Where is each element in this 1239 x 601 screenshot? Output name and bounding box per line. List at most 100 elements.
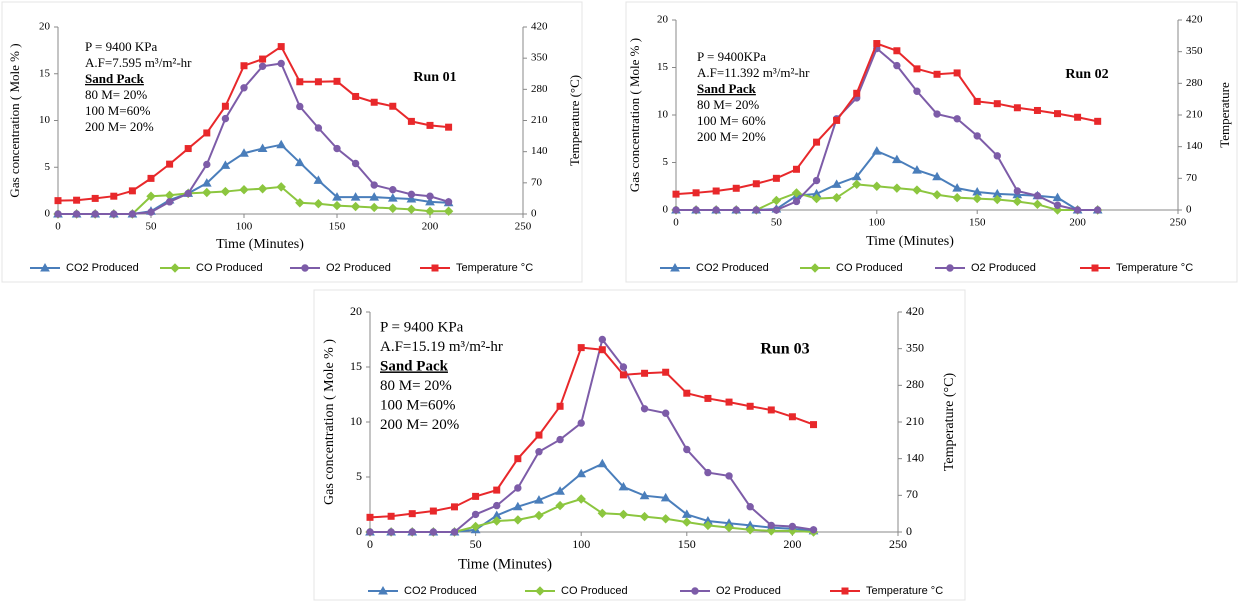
marker xyxy=(1091,264,1099,272)
marker xyxy=(472,492,480,500)
marker xyxy=(147,174,155,182)
marker xyxy=(514,455,522,463)
marker xyxy=(369,202,379,213)
x-tick-label: 150 xyxy=(678,537,696,551)
y2-axis-label: Temperature (°C) xyxy=(567,75,582,166)
marker xyxy=(831,179,842,188)
x-tick-label: 0 xyxy=(367,537,373,551)
marker xyxy=(913,65,921,73)
y-tick-label: 5 xyxy=(45,161,51,173)
marker xyxy=(370,181,378,189)
marker xyxy=(724,522,734,533)
annotation: 80 M= 20% xyxy=(380,378,452,394)
y2-tick-label: 420 xyxy=(531,21,548,33)
marker xyxy=(470,521,481,532)
marker xyxy=(220,186,231,197)
legend-label: CO Produced xyxy=(196,262,263,274)
marker xyxy=(1094,117,1102,125)
marker xyxy=(597,508,608,519)
marker xyxy=(771,195,782,206)
y-tick-label: 20 xyxy=(657,14,669,26)
y-axis-label: Gas concentration ( Mole % ) xyxy=(7,43,22,197)
marker xyxy=(725,472,733,480)
marker xyxy=(853,89,861,97)
annotation: 100 M=60% xyxy=(85,103,151,118)
marker xyxy=(534,510,544,521)
legend-label: CO Produced xyxy=(836,262,903,274)
y-tick-label: 0 xyxy=(45,208,51,220)
x-tick-label: 150 xyxy=(969,217,986,229)
marker xyxy=(692,189,700,197)
y2-tick-label: 0 xyxy=(1186,204,1192,216)
marker xyxy=(683,445,691,454)
marker xyxy=(791,188,802,198)
y-tick-label: 15 xyxy=(657,61,669,73)
marker xyxy=(641,369,649,377)
x-axis-label: Time (Minutes) xyxy=(458,556,552,572)
marker xyxy=(425,206,435,216)
y2-tick-label: 280 xyxy=(906,377,924,391)
marker xyxy=(239,148,249,157)
annotation: 200 M= 20% xyxy=(380,417,459,433)
marker xyxy=(691,587,699,595)
marker xyxy=(662,368,670,376)
marker xyxy=(766,526,776,536)
marker xyxy=(54,210,62,218)
x-tick-label: 50 xyxy=(470,537,482,551)
y2-tick-label: 350 xyxy=(906,340,924,354)
annotation: Sand Pack xyxy=(380,358,449,374)
marker xyxy=(725,398,733,406)
marker xyxy=(147,208,155,216)
marker xyxy=(276,139,287,149)
marker xyxy=(535,431,543,439)
marker xyxy=(1073,206,1082,214)
marker xyxy=(239,184,249,195)
marker xyxy=(639,511,650,522)
marker xyxy=(892,154,902,164)
marker xyxy=(704,394,712,402)
marker xyxy=(184,189,192,198)
marker xyxy=(1013,187,1022,195)
y2-tick-label: 350 xyxy=(531,52,548,64)
marker xyxy=(788,413,796,421)
annotation: 100 M= 60% xyxy=(697,113,766,128)
marker xyxy=(512,501,523,511)
marker xyxy=(407,190,416,199)
annotation: P = 9400 KPa xyxy=(380,319,464,335)
x-tick-label: 50 xyxy=(146,221,158,233)
marker xyxy=(746,503,754,511)
legend-label: O2 Produced xyxy=(971,262,1036,274)
marker xyxy=(598,346,606,354)
y2-tick-label: 280 xyxy=(1186,77,1203,89)
marker xyxy=(431,264,439,272)
marker xyxy=(772,206,781,214)
marker xyxy=(619,363,628,371)
chart-frame xyxy=(313,289,966,601)
marker xyxy=(493,486,501,494)
legend-label: Temperature °C xyxy=(866,585,943,597)
marker xyxy=(788,522,797,531)
marker xyxy=(831,192,842,203)
y2-tick-label: 0 xyxy=(531,208,537,220)
legend-label: O2 Produced xyxy=(326,262,391,274)
marker xyxy=(332,192,342,201)
marker xyxy=(661,409,670,417)
marker xyxy=(640,405,649,413)
marker xyxy=(426,121,434,129)
x-tick-label: 200 xyxy=(1069,217,1086,229)
marker xyxy=(1054,110,1062,118)
marker xyxy=(619,371,627,379)
marker xyxy=(40,262,50,272)
marker xyxy=(810,263,820,273)
legend-label: CO Produced xyxy=(561,585,628,597)
marker xyxy=(332,200,342,211)
y2-axis-label: Temperature (°C) xyxy=(942,373,957,472)
marker xyxy=(732,184,740,192)
marker xyxy=(350,201,361,212)
marker xyxy=(577,344,585,352)
chart-frame xyxy=(625,1,1238,283)
marker xyxy=(712,206,720,214)
marker xyxy=(618,509,629,520)
y-axis-label: Gas concentration ( Mole % ) xyxy=(627,38,642,192)
